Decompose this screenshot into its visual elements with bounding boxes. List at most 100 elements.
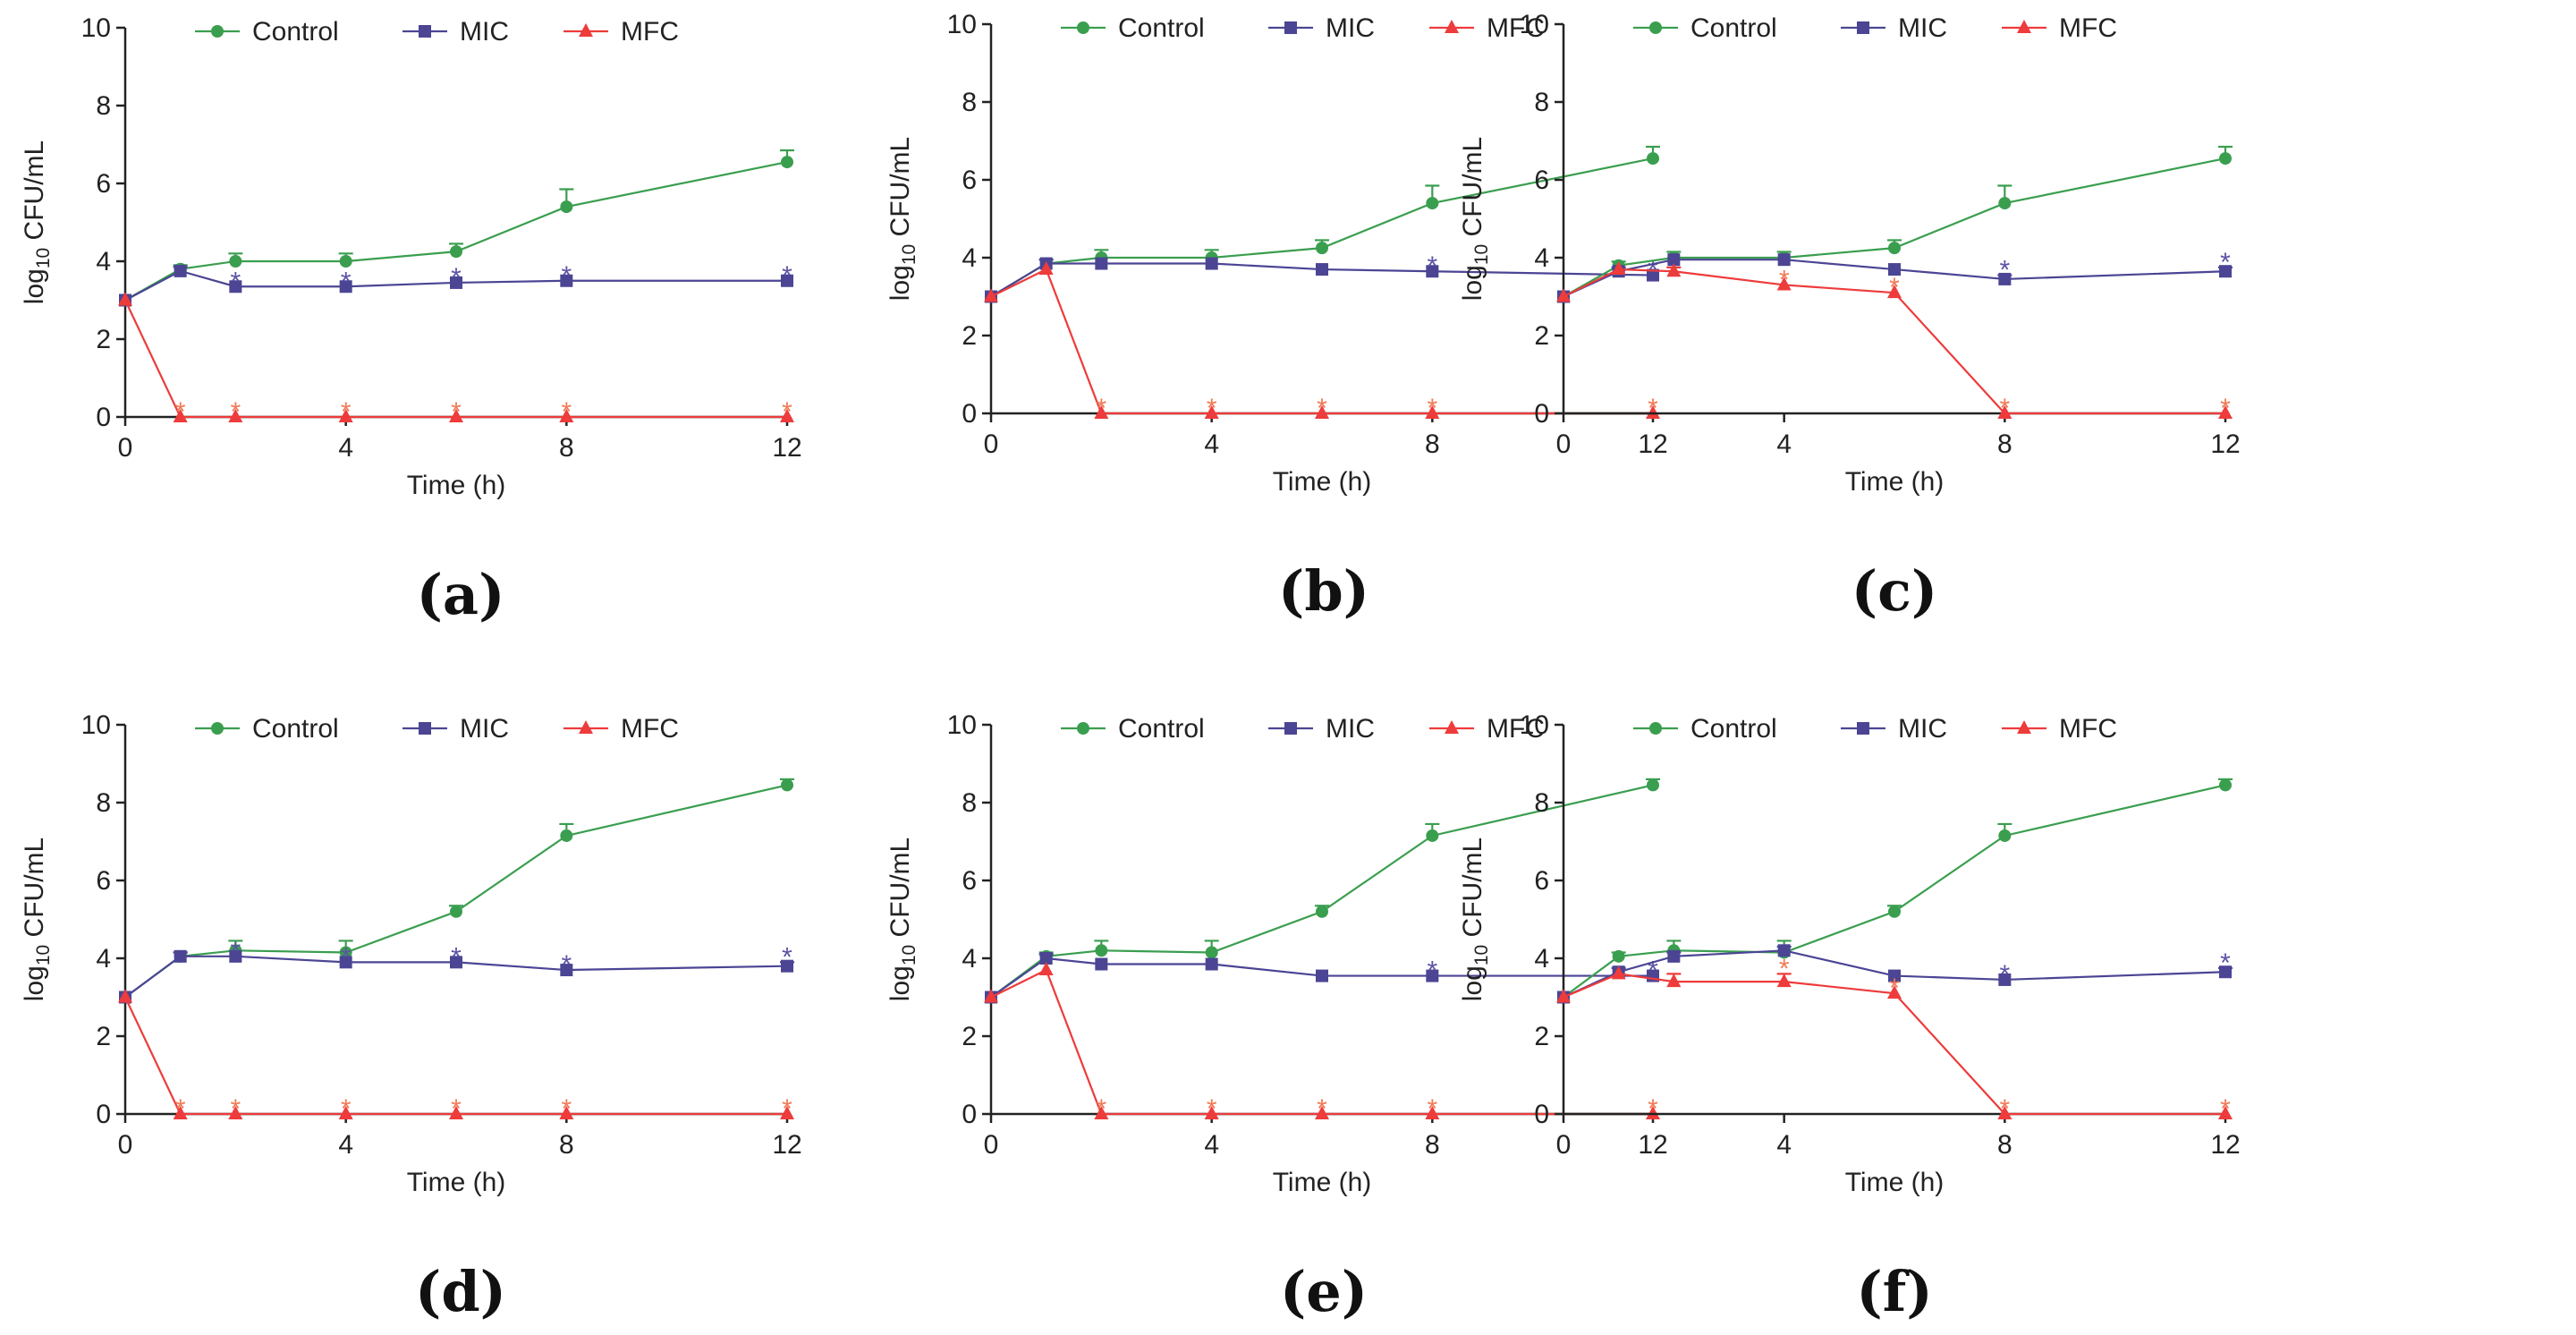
data-point-mic: [560, 274, 573, 287]
x-tick-label: 0: [984, 1130, 999, 1160]
data-point-mic: [450, 276, 462, 289]
significance-star-mfc: *: [1779, 265, 1790, 294]
data-point-mfc: [1425, 405, 1440, 419]
data-point-mfc: [1315, 1106, 1329, 1119]
data-point-mic: [1998, 973, 2012, 986]
legend-label-control: Control: [252, 714, 339, 744]
x-tick-label: 0: [1556, 429, 1572, 459]
data-point-control: [781, 778, 793, 792]
data-point-mfc: [338, 409, 353, 422]
data-point-mic: [560, 964, 573, 977]
y-axis-title: log10 CFU/mL: [886, 838, 919, 1001]
series-mfc: [1556, 261, 2233, 419]
data-point-control: [560, 200, 573, 214]
y-tick-label: 6: [1534, 166, 1549, 195]
y-tick-label: 4: [962, 243, 977, 273]
data-point-mfc: [2218, 405, 2233, 419]
x-tick-label: 8: [559, 433, 574, 463]
y-tick-label: 10: [81, 13, 111, 43]
significance-star-mic: *: [561, 950, 572, 980]
legend: Control MIC MFC: [1633, 714, 2117, 744]
significance-star-mfc: *: [230, 397, 241, 427]
data-point-mic: [339, 280, 352, 293]
data-point-mfc: [449, 1106, 463, 1119]
significance-star-mfc: *: [1207, 1094, 1217, 1124]
data-point-mic: [781, 274, 793, 287]
significance-star-mic: *: [1427, 251, 1437, 281]
panels-group: 0 2 4 6 8 10 0 4 8 12 Time (h) log10 CFU/mL * * * * * * * *…: [20, 10, 2241, 1324]
y-tick-label: 8: [96, 788, 111, 818]
data-point-mic: [1205, 257, 1218, 270]
y-axis-title: log10 CFU/mL: [20, 140, 54, 304]
significance-star-mic: *: [782, 942, 792, 972]
x-tick-label: 0: [118, 433, 133, 463]
significance-star-mfc: *: [1096, 1094, 1106, 1124]
data-point-mic: [339, 956, 352, 969]
y-tick-label: 6: [962, 166, 977, 195]
data-point-mfc: [1646, 1106, 1660, 1119]
data-point-control: [1205, 946, 1218, 959]
y-axis-title: log10 CFU/mL: [20, 838, 54, 1001]
x-tick-label: 8: [1997, 429, 2012, 459]
legend-label-mic: MIC: [1898, 714, 1947, 744]
y-tick-label: 4: [96, 944, 111, 974]
data-point-mic: [1095, 957, 1108, 971]
data-point-control: [560, 829, 573, 842]
data-point-mfc: [1997, 1106, 2012, 1119]
y-tick-label: 0: [962, 399, 977, 429]
x-axis-title: Time (h): [407, 1168, 506, 1197]
y-tick-label: 2: [962, 1022, 977, 1051]
x-axis-title: Time (h): [1273, 1168, 1372, 1197]
data-point-control: [339, 946, 352, 959]
significance-star-mic: *: [341, 267, 352, 296]
x-tick-label: 12: [2210, 429, 2240, 459]
data-point-mfc: [1038, 261, 1054, 276]
data-point-mic: [229, 949, 242, 963]
x-axis-title: Time (h): [1845, 1168, 1945, 1197]
data-point-mic: [1647, 268, 1659, 282]
legend: Control MIC MFC: [1061, 13, 1545, 43]
legend-marker-mfc: [579, 720, 593, 734]
legend-marker-mfc: [2017, 720, 2031, 734]
data-point-mfc: [1776, 974, 1792, 988]
legend-label-control: Control: [252, 17, 339, 47]
data-point-mfc: [1887, 285, 1902, 299]
panel-label: (d): [415, 1259, 506, 1324]
legend: Control MIC MFC: [1061, 714, 1545, 744]
significance-star-mfc: *: [1779, 954, 1790, 983]
significance-star-mfc: *: [2220, 1094, 2231, 1124]
legend-label-mic: MIC: [1898, 13, 1947, 43]
significance-star-mic: *: [2220, 248, 2231, 277]
data-point-mic: [1888, 263, 1901, 276]
legend: Control MIC MFC: [1633, 13, 2117, 43]
data-point-mfc: [449, 409, 463, 422]
chart-panel-d: 0 2 4 6 8 10 0 4 8 12 Time (h) log10 CFU/mL * * * * * * * *…: [20, 710, 802, 1324]
significance-star-mfc: *: [1207, 394, 1217, 423]
y-tick-label: 0: [1534, 1100, 1549, 1129]
significance-star-mfc: *: [561, 1094, 572, 1124]
y-tick-label: 10: [947, 710, 977, 740]
legend-label-mfc: MFC: [621, 714, 679, 744]
x-tick-label: 0: [984, 429, 999, 459]
data-point-mfc: [1204, 1106, 1219, 1119]
y-tick-label: 6: [96, 169, 111, 199]
data-point-mfc: [780, 409, 794, 422]
legend-marker-mfc: [579, 23, 593, 37]
y-tick-label: 10: [1520, 710, 1549, 740]
data-point-mic: [2219, 265, 2232, 278]
data-point-mfc: [173, 409, 188, 422]
significance-star-mic: *: [1999, 256, 2010, 285]
y-tick-label: 0: [962, 1100, 977, 1129]
data-point-mfc: [1556, 288, 1571, 302]
significance-star-mfc: *: [230, 1094, 241, 1124]
data-point-mic: [1426, 265, 1439, 278]
y-tick-label: 10: [81, 710, 111, 740]
legend-marker-mic: [1857, 722, 1869, 735]
legend-label-control: Control: [1690, 13, 1777, 43]
legend-marker-control: [211, 722, 224, 735]
y-tick-label: 0: [1534, 399, 1549, 429]
significance-star-mfc: *: [451, 1094, 462, 1124]
y-tick-label: 8: [1534, 88, 1549, 117]
data-point-mic: [1667, 949, 1681, 963]
